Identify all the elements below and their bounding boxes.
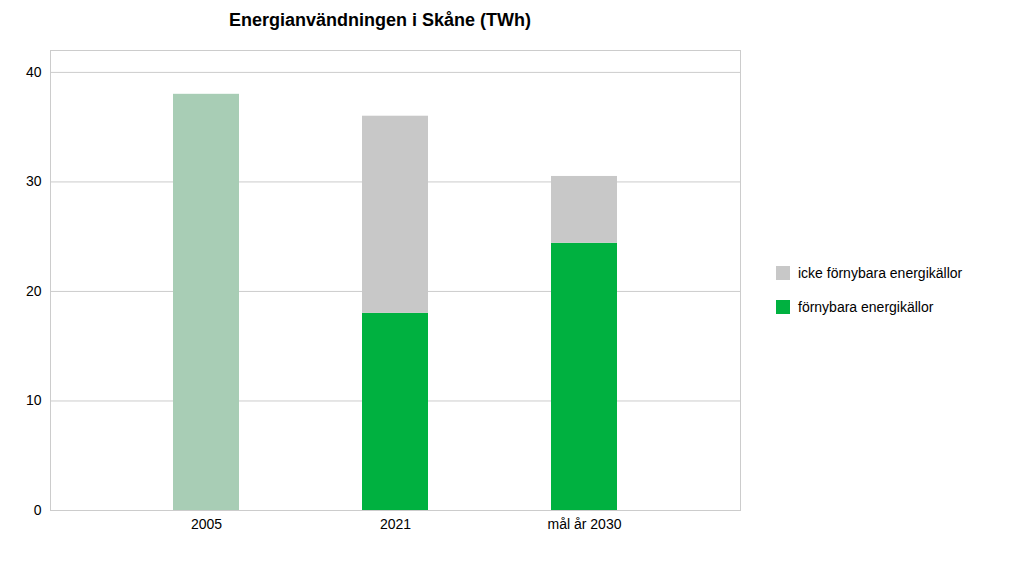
svg-text:30: 30 <box>26 173 42 189</box>
html-text:förnybara energikällor: förnybara energikällor <box>798 299 934 315</box>
svg-text:40: 40 <box>26 64 42 80</box>
svg-text:0: 0 <box>34 502 42 518</box>
html-text:icke förnybara energikällor: icke förnybara energikällor <box>798 265 963 281</box>
svg-text:2021: 2021 <box>380 516 411 532</box>
svg-text:2005: 2005 <box>191 516 222 532</box>
svg-text:mål år 2030: mål år 2030 <box>548 516 622 532</box>
html-text:Energianvändningen i Skåne (TW: Energianvändningen i Skåne (TWh) <box>229 10 531 30</box>
svg-text:10: 10 <box>26 392 42 408</box>
svg-text:20: 20 <box>26 283 42 299</box>
